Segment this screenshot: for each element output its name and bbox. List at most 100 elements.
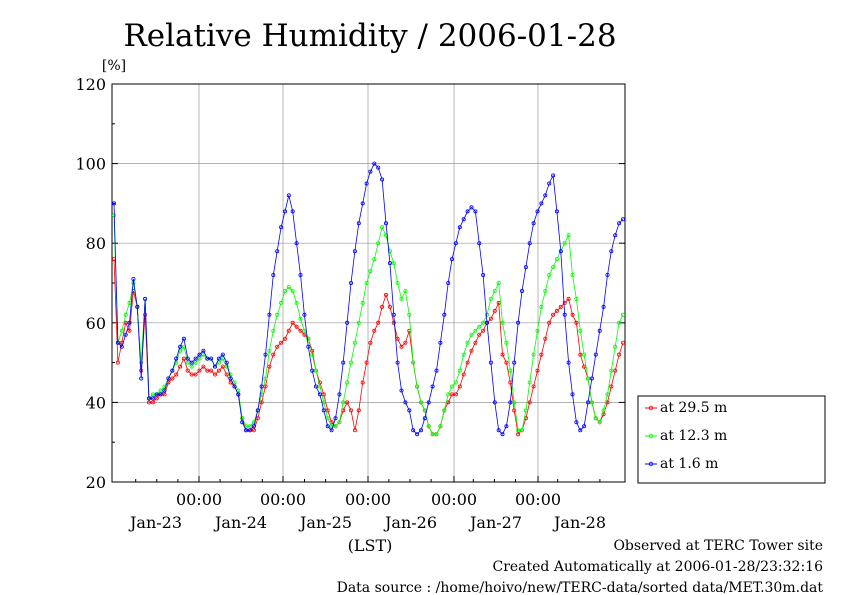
data-point (617, 320, 622, 325)
data-point (543, 288, 548, 293)
x-tick-label: 00:00 (260, 490, 306, 509)
data-point (492, 308, 497, 313)
data-point (181, 336, 186, 341)
data-point (115, 360, 120, 365)
data-point (488, 316, 493, 321)
data-point (621, 340, 626, 345)
data-point (551, 173, 556, 178)
data-point (411, 360, 416, 365)
data-point (621, 217, 626, 222)
data-point (158, 388, 163, 393)
data-point (271, 328, 276, 333)
data-point (279, 340, 284, 345)
data-point (205, 368, 210, 373)
data-point (286, 193, 291, 198)
data-point (539, 352, 544, 357)
legend-label: at 12.3 m (660, 428, 727, 444)
data-point (279, 300, 284, 305)
data-point (570, 272, 575, 277)
data-point (364, 181, 369, 186)
data-point (554, 257, 559, 262)
data-point (520, 428, 525, 433)
data-point (430, 384, 435, 389)
data-point (387, 249, 392, 254)
data-point (143, 312, 148, 317)
data-point (348, 280, 353, 285)
data-point (154, 392, 159, 397)
data-point (154, 396, 159, 401)
footer-observed: Observed at TERC Tower site (613, 538, 823, 554)
data-point (228, 376, 233, 381)
data-point (255, 408, 260, 413)
data-point (232, 384, 237, 389)
data-point (271, 352, 276, 357)
data-point (247, 424, 252, 429)
data-point (578, 428, 583, 433)
data-point (364, 360, 369, 365)
data-point (449, 384, 454, 389)
data-point (356, 221, 361, 226)
data-point (453, 241, 458, 246)
data-point (263, 352, 268, 357)
data-point (395, 280, 400, 285)
data-point (298, 316, 303, 321)
data-point (582, 352, 587, 357)
data-point (570, 392, 575, 397)
data-point (582, 424, 587, 429)
data-point (535, 368, 540, 373)
data-point (228, 372, 233, 377)
data-point (570, 312, 575, 317)
data-point (566, 233, 571, 238)
data-point (333, 424, 338, 429)
data-point (224, 360, 229, 365)
data-point (337, 392, 342, 397)
y-tick-label: 20 (86, 473, 106, 492)
data-point (209, 368, 214, 373)
data-point (205, 356, 210, 361)
data-point (481, 272, 486, 277)
data-point (477, 241, 482, 246)
data-point (372, 161, 377, 166)
data-point (189, 372, 194, 377)
grid-lines (112, 84, 625, 482)
data-point (212, 364, 217, 369)
data-point (244, 428, 249, 433)
x-day-label: Jan-23 (128, 513, 182, 532)
data-point (150, 392, 155, 397)
data-point (621, 312, 626, 317)
y-tick-label: 60 (86, 314, 106, 333)
data-point (488, 360, 493, 365)
data-point (477, 332, 482, 337)
data-point (275, 312, 280, 317)
data-point (504, 424, 509, 429)
data-point (469, 332, 474, 337)
data-point (407, 408, 412, 413)
data-point (613, 233, 618, 238)
data-point (601, 304, 606, 309)
data-point (294, 241, 299, 246)
data-point (143, 296, 148, 301)
data-point (426, 424, 431, 429)
data-point (473, 209, 478, 214)
data-point (240, 420, 245, 425)
y-tick-label: 40 (86, 393, 106, 412)
data-point (317, 392, 322, 397)
data-point (201, 348, 206, 353)
data-point (387, 261, 392, 266)
data-point (617, 352, 622, 357)
data-point (290, 209, 295, 214)
data-point (527, 400, 532, 405)
data-point (543, 336, 548, 341)
data-point (457, 225, 462, 230)
data-point (267, 364, 272, 369)
data-point (166, 376, 171, 381)
data-point (380, 225, 385, 230)
x-day-label: Jan-25 (298, 513, 352, 532)
x-day-label: Jan-27 (468, 513, 522, 532)
data-point (150, 400, 155, 405)
data-point (395, 360, 400, 365)
data-point (360, 300, 365, 305)
data-point (127, 320, 132, 325)
data-point (360, 380, 365, 385)
data-point (523, 408, 528, 413)
